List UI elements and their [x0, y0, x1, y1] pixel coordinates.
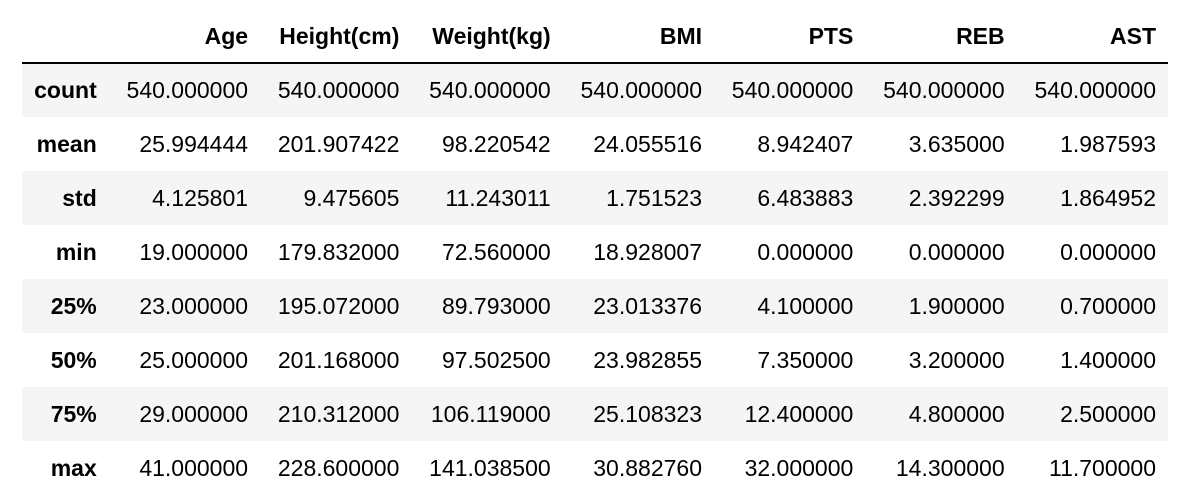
table-cell: 9.475605	[303, 184, 400, 211]
table-row: std 4.125801 9.475605 11.243011 1.751523…	[22, 171, 1168, 225]
table-cell: 210.312000	[277, 400, 400, 427]
row-label: std	[62, 184, 97, 211]
table-cell: 18.928007	[593, 238, 702, 265]
table-row: 75% 29.000000 210.312000 106.119000 25.1…	[22, 387, 1168, 441]
table-cell: 228.600000	[277, 454, 400, 481]
table-cell: 1.987593	[1060, 130, 1156, 157]
table-row: 50% 25.000000 201.168000 97.502500 23.98…	[22, 333, 1168, 387]
table-row: count 540.000000 540.000000 540.000000 5…	[22, 63, 1168, 117]
table-cell: 4.800000	[908, 400, 1005, 427]
table-cell: 25.994444	[139, 130, 249, 157]
row-label: max	[50, 454, 97, 481]
table-cell: 25.108323	[593, 400, 702, 427]
table-cell: 3.200000	[908, 346, 1005, 373]
row-label: 50%	[50, 346, 97, 373]
table-cell: 2.392299	[908, 184, 1005, 211]
row-label: mean	[36, 130, 97, 157]
table-cell: 23.982855	[593, 346, 702, 373]
row-label: 75%	[50, 400, 97, 427]
table-row: mean 25.994444 201.907422 98.220542 24.0…	[22, 117, 1168, 171]
table-cell: 14.300000	[895, 454, 1005, 481]
table-cell: 4.100000	[757, 292, 854, 319]
table-cell: 7.350000	[757, 346, 854, 373]
table-cell: 19.000000	[139, 238, 249, 265]
table-cell: 41.000000	[139, 454, 249, 481]
table-cell: 11.700000	[1048, 454, 1156, 481]
table-cell: 540.000000	[731, 77, 854, 103]
table-cell: 1.864952	[1060, 184, 1156, 211]
describe-table: Age Height(cm) Weight(kg) BMI PTS REB AS…	[22, 10, 1168, 495]
header-row: Age Height(cm) Weight(kg) BMI PTS REB AS…	[22, 10, 1168, 64]
table-row: max 41.000000 228.600000 141.038500 30.8…	[22, 441, 1168, 495]
table-cell: 97.502500	[441, 346, 551, 373]
table-cell: 23.000000	[139, 292, 249, 319]
table-cell: 195.072000	[277, 292, 400, 319]
column-header: REB	[865, 10, 1017, 64]
table-cell: 201.168000	[277, 346, 400, 373]
table-cell: 8.942407	[757, 130, 854, 157]
row-label: count	[34, 77, 97, 103]
table-cell: 3.635000	[908, 130, 1005, 157]
column-header: Height(cm)	[260, 10, 412, 64]
table-row: min 19.000000 179.832000 72.560000 18.92…	[22, 225, 1168, 279]
table-cell: 98.220542	[441, 130, 551, 157]
table-cell: 0.000000	[908, 238, 1005, 265]
table-cell: 540.000000	[429, 77, 551, 103]
table-cell: 540.000000	[580, 77, 702, 103]
table-cell: 1.400000	[1060, 346, 1156, 373]
column-header: Weight(kg)	[411, 10, 563, 64]
table-cell: 4.125801	[152, 184, 249, 211]
table-cell: 540.000000	[277, 77, 400, 103]
table-cell: 12.400000	[744, 400, 854, 427]
table-cell: 25.000000	[139, 346, 249, 373]
table-cell: 30.882760	[593, 454, 702, 481]
table-cell: 0.700000	[1060, 292, 1156, 319]
table-cell: 89.793000	[441, 292, 551, 319]
table-cell: 32.000000	[744, 454, 854, 481]
table-body: count 540.000000 540.000000 540.000000 5…	[22, 63, 1168, 495]
column-header: AST	[1016, 10, 1168, 64]
table-cell: 179.832000	[277, 238, 400, 265]
table-cell: 72.560000	[441, 238, 551, 265]
table-cell: 540.000000	[1034, 77, 1156, 103]
column-header: PTS	[714, 10, 866, 64]
row-label: min	[55, 238, 97, 265]
table-cell: 11.243011	[445, 184, 551, 211]
table-cell: 1.751523	[606, 184, 702, 211]
table-cell: 540.000000	[126, 77, 249, 103]
table-cell: 0.000000	[757, 238, 854, 265]
table-row: 25% 23.000000 195.072000 89.793000 23.01…	[22, 279, 1168, 333]
table-header: Age Height(cm) Weight(kg) BMI PTS REB AS…	[22, 10, 1168, 64]
table-cell: 2.500000	[1060, 400, 1156, 427]
index-header-cell	[22, 10, 109, 64]
column-header: Age	[108, 10, 261, 64]
table-cell: 0.000000	[1060, 238, 1156, 265]
table-cell: 24.055516	[593, 130, 702, 157]
table-cell: 29.000000	[139, 400, 249, 427]
table-cell: 23.013376	[593, 292, 702, 319]
table-cell: 141.038500	[429, 454, 551, 481]
table-cell: 540.000000	[883, 77, 1005, 103]
table-cell: 1.900000	[908, 292, 1005, 319]
row-label: 25%	[50, 292, 97, 319]
dataframe-output: Age Height(cm) Weight(kg) BMI PTS REB AS…	[22, 10, 1168, 495]
table-cell: 6.483883	[757, 184, 854, 211]
table-cell: 201.907422	[277, 130, 400, 157]
column-header: BMI	[562, 10, 714, 64]
table-cell: 106.119000	[430, 400, 551, 427]
